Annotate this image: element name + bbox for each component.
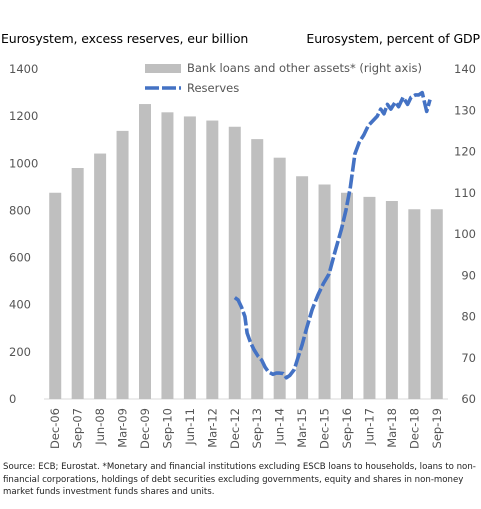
reserves-series bbox=[233, 90, 432, 380]
bar-Dec-12 bbox=[228, 126, 241, 399]
x-tick-label: Mar-12 bbox=[205, 408, 219, 448]
x-tick-label: Dec-15 bbox=[318, 408, 332, 449]
legend-bar-label: Bank loans and other assets* (right axis… bbox=[187, 61, 422, 75]
reserves-line bbox=[233, 90, 432, 380]
bar-Dec-06 bbox=[49, 192, 62, 399]
bar-Dec-09 bbox=[139, 104, 151, 399]
right-tick-label: 80 bbox=[461, 310, 476, 324]
right-tick-label: 60 bbox=[461, 392, 476, 406]
left-tick-label: 600 bbox=[9, 251, 31, 265]
right-tick-label: 100 bbox=[454, 227, 476, 241]
bar-Jun-17 bbox=[363, 196, 376, 399]
right-tick-label: 90 bbox=[461, 268, 476, 282]
x-axis-ticks: Dec-06 Sep-07 Jun-08 Mar-09 Dec-09 Sep-10 Jun-… bbox=[48, 408, 444, 449]
legend: Bank loans and other assets* (right axis… bbox=[145, 61, 422, 95]
x-tick-label: Dec-09 bbox=[138, 408, 152, 449]
bar-Sep-10 bbox=[161, 112, 174, 399]
x-tick-label: Sep-13 bbox=[250, 408, 264, 448]
bar-Mar-18 bbox=[385, 201, 398, 399]
bar-Sep-16 bbox=[341, 192, 353, 399]
left-tick-label: 1000 bbox=[9, 156, 38, 170]
x-tick-label: Mar-15 bbox=[295, 408, 309, 448]
bar-Mar-15 bbox=[296, 176, 309, 399]
footnote: Source: ECB; Eurostat. *Monetary and fin… bbox=[3, 462, 476, 497]
left-tick-label: 0 bbox=[9, 392, 16, 406]
x-tick-label: Sep-19 bbox=[430, 408, 444, 448]
right-tick-label: 140 bbox=[454, 62, 476, 76]
left-tick-label: 200 bbox=[9, 345, 31, 359]
x-tick-label: Sep-10 bbox=[160, 408, 174, 448]
bar-Sep-13 bbox=[251, 139, 264, 399]
right-axis-title: Eurosystem, percent of GDP bbox=[306, 31, 480, 46]
x-tick-label: Sep-07 bbox=[71, 408, 85, 448]
bar-Sep-07 bbox=[71, 168, 84, 399]
x-tick-label: Mar-09 bbox=[116, 408, 130, 448]
bar-Mar-09 bbox=[116, 130, 129, 399]
x-tick-label: Jun-14 bbox=[273, 408, 287, 446]
bar-Jun-08 bbox=[94, 153, 107, 399]
right-tick-label: 130 bbox=[454, 103, 476, 117]
x-tick-label: Dec-18 bbox=[407, 408, 421, 449]
bar-Dec-18 bbox=[408, 209, 421, 399]
x-tick-label: Jun-17 bbox=[362, 408, 376, 446]
legend-bar-swatch bbox=[145, 64, 181, 73]
x-tick-label: Sep-16 bbox=[340, 408, 354, 448]
x-tick-label: Mar-18 bbox=[385, 408, 399, 448]
legend-line-label: Reserves bbox=[187, 81, 239, 95]
x-tick-label: Jun-11 bbox=[183, 408, 197, 446]
right-tick-label: 70 bbox=[461, 351, 476, 365]
bar-Mar-12 bbox=[206, 120, 219, 399]
bar-Jun-11 bbox=[183, 116, 196, 399]
left-tick-label: 1400 bbox=[9, 62, 38, 76]
bar-Jun-14 bbox=[273, 157, 286, 399]
left-tick-label: 800 bbox=[9, 203, 31, 217]
x-tick-label: Dec-06 bbox=[48, 408, 62, 449]
left-tick-label: 400 bbox=[9, 298, 31, 312]
x-tick-label: Jun-08 bbox=[93, 408, 107, 446]
left-axis-title: Eurosystem, excess reserves, eur billion bbox=[1, 31, 249, 46]
left-axis-ticks: 0 200 400 600 800 1000 1200 1400 bbox=[9, 62, 38, 406]
bar-series bbox=[49, 104, 443, 399]
right-tick-label: 120 bbox=[454, 145, 476, 159]
right-tick-label: 110 bbox=[454, 186, 476, 200]
left-tick-label: 1200 bbox=[9, 109, 38, 123]
right-axis-ticks: 60 70 80 90 100 110 120 130 140 bbox=[454, 62, 476, 406]
x-tick-label: Dec-12 bbox=[228, 408, 242, 449]
bar-Dec-15 bbox=[318, 184, 331, 399]
bar-Sep-19 bbox=[430, 209, 443, 399]
